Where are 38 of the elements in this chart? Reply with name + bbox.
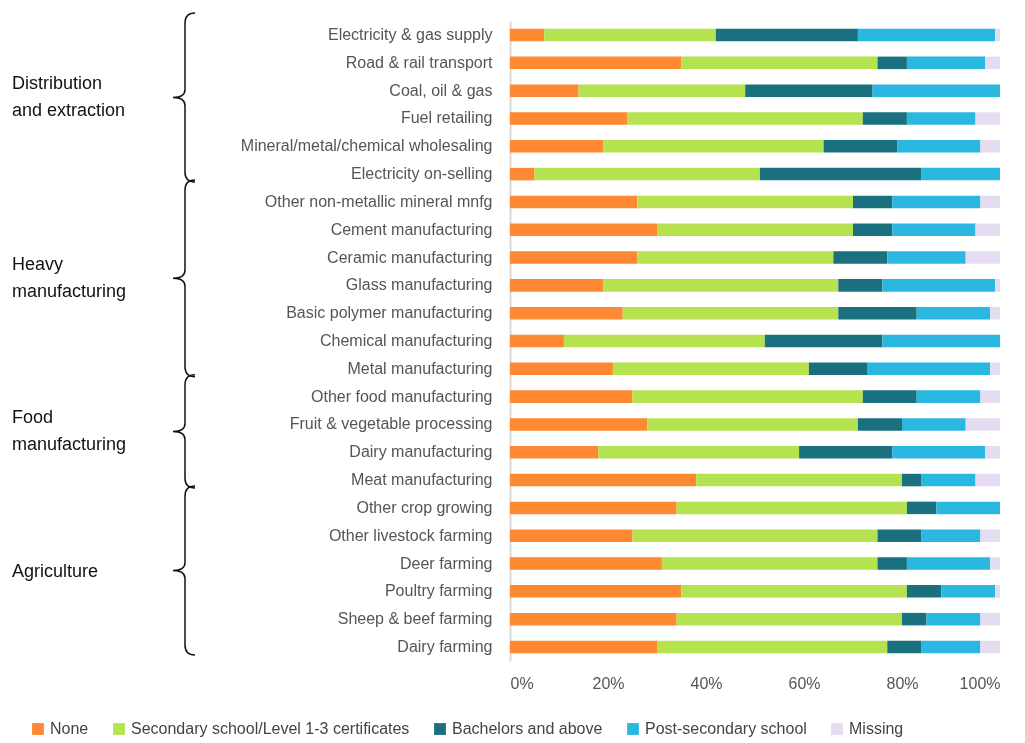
text: Food manufacturing: [12, 406, 128, 457]
x-tick-label: 80%: [886, 674, 919, 692]
y-tick-label: Dairy manufacturing: [349, 443, 493, 461]
y-tick-label: Other crop growing: [356, 498, 493, 516]
x-tick-label: 20%: [592, 674, 625, 692]
y-tick-label: Meat manufacturing: [351, 471, 493, 489]
y-tick-label: Metal manufacturing: [347, 359, 493, 377]
y-tick-label: Mineral/metal/chemical wholesaling: [240, 137, 493, 155]
y-tick-label: Other food manufacturing: [311, 387, 493, 405]
legend-label: Missing: [849, 720, 904, 737]
legend-label: Post-secondary school: [645, 720, 807, 737]
legend-label: Bachelors and above: [452, 720, 603, 737]
text: Agriculture: [12, 559, 100, 583]
y-tick-label: Sheep & beef farming: [337, 610, 493, 628]
text: Distribution and extraction: [12, 72, 127, 123]
y-tick-label: Dairy farming: [397, 637, 493, 655]
y-tick-label: Electricity on-selling: [351, 165, 493, 183]
y-tick-label: Fruit & vegetable processing: [289, 415, 493, 433]
x-tick-label: 100%: [959, 674, 1001, 692]
text: Heavy manufacturing: [12, 253, 128, 304]
legend-label: Secondary school/Level 1-3 certificates: [131, 720, 410, 737]
y-tick-label: Coal, oil & gas: [389, 81, 493, 99]
x-tick-label: 0%: [510, 674, 534, 692]
y-tick-label: Cement manufacturing: [330, 220, 493, 238]
y-tick-label: Ceramic manufacturing: [327, 248, 493, 266]
y-tick-label: Other livestock farming: [328, 526, 493, 544]
legend-label: None: [50, 720, 89, 737]
x-tick-label: 60%: [788, 674, 821, 692]
y-tick-label: Glass manufacturing: [345, 276, 493, 294]
y-tick-label: Chemical manufacturing: [319, 332, 493, 349]
y-tick-label: Poultry farming: [384, 582, 493, 600]
y-tick-label: Road & rail transport: [345, 53, 494, 71]
y-tick-label: Basic polymer manufacturing: [286, 304, 493, 322]
y-tick-label: Fuel retailing: [400, 109, 493, 127]
x-tick-label: 40%: [690, 674, 723, 692]
y-tick-label: Deer farming: [400, 554, 493, 572]
y-tick-label: Electricity & gas supply: [327, 26, 493, 44]
y-tick-label: Other non-metallic mineral mnfg: [264, 192, 493, 210]
